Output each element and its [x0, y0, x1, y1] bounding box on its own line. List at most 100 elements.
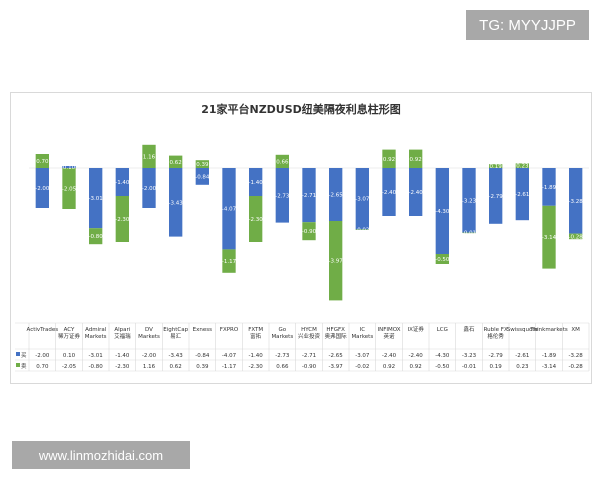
table-value-buy-18: -2.61	[515, 353, 529, 359]
bar-buy-0	[35, 168, 49, 208]
bar-sell-4	[142, 144, 156, 168]
bar-buy-20	[569, 168, 583, 234]
table-value-sell-15: -0.50	[435, 364, 450, 370]
bar-buy-15	[435, 168, 449, 254]
data-label-buy-4: -2.00	[142, 186, 157, 192]
table-value-buy-6: -0.84	[195, 353, 210, 359]
table-value-sell-3: -2.30	[115, 364, 130, 370]
data-label-sell-12: -0.02	[355, 228, 369, 234]
table-value-buy-8: -1.40	[249, 353, 264, 359]
legend-label-buy: 买	[21, 351, 27, 359]
table-value-sell-0: 0.70	[36, 364, 49, 370]
bar-sell-11	[329, 221, 343, 301]
table-value-buy-16: -3.23	[462, 353, 477, 359]
legend-swatch-buy	[16, 352, 20, 356]
category-label-18: Swissquote	[507, 327, 539, 333]
bar-sell-1	[62, 168, 76, 209]
bar-sell-6	[195, 160, 209, 168]
table-value-sell-5: 0.62	[170, 364, 182, 370]
table-value-buy-9: -2.73	[275, 353, 290, 359]
bar-buy-2	[89, 168, 103, 229]
table-value-buy-19: -1.89	[542, 353, 557, 359]
table-value-buy-20: -3.28	[569, 353, 584, 359]
table-value-buy-14: -2.40	[409, 353, 424, 359]
bar-sell-12	[355, 229, 369, 230]
legend-swatch-sell	[16, 363, 20, 367]
table-value-buy-13: -2.40	[382, 353, 397, 359]
bar-buy-5	[169, 168, 183, 237]
table-value-buy-10: -2.71	[302, 353, 316, 359]
bar-sell-20	[569, 233, 583, 240]
bar-buy-12	[355, 168, 369, 230]
data-label-sell-3: -2.30	[115, 217, 130, 223]
tg-watermark: TG: MYYJJPP	[466, 10, 589, 40]
bar-buy-11	[329, 168, 343, 221]
chart-title: 21家平台NZDUSD纽美隔夜利息柱形图	[201, 102, 401, 116]
category-label-19: Thinkmarkets	[529, 327, 568, 333]
data-label-buy-14: -2.40	[409, 190, 424, 196]
table-value-buy-2: -3.01	[89, 353, 103, 359]
bar-buy-10	[302, 168, 316, 223]
data-label-sell-7: -1.17	[222, 259, 237, 265]
data-label-sell-18: 0.23	[516, 164, 529, 170]
data-label-buy-18: -2.61	[515, 192, 529, 198]
table-value-buy-4: -2.00	[142, 353, 157, 359]
data-label-buy-17: -2.79	[489, 194, 504, 200]
bar-sell-0	[35, 154, 49, 168]
data-label-buy-2: -3.01	[89, 196, 103, 202]
data-label-buy-11: -2.65	[329, 193, 344, 199]
bar-sell-16	[462, 232, 476, 234]
bars-layer	[29, 144, 589, 301]
category-label-1: ACY 稀万证券	[58, 327, 81, 340]
bar-sell-9	[275, 154, 289, 168]
data-label-sell-19: -3.14	[542, 235, 557, 241]
bar-sell-8	[249, 196, 263, 242]
bar-sell-5	[169, 155, 183, 168]
legend-label-sell: 卖	[21, 363, 27, 370]
chart-container: 21家平台NZDUSD纽美隔夜利息柱形图 -2.00 0.70 0.10 -2.05-…	[10, 92, 592, 384]
table-value-buy-17: -2.79	[489, 353, 504, 359]
data-label-sell-17: 0.19	[490, 164, 503, 170]
bar-buy-13	[382, 168, 396, 216]
bar-buy-8	[249, 168, 263, 196]
table-value-sell-16: -0.01	[462, 364, 476, 370]
table-value-buy-12: -3.07	[355, 353, 370, 359]
data-label-buy-12: -3.07	[355, 197, 370, 203]
category-label-15: LCG	[437, 327, 448, 333]
table-value-sell-17: 0.19	[490, 364, 503, 370]
table-value-sell-12: -0.02	[355, 364, 369, 370]
category-label-13: INFIMOX 英诺	[377, 327, 400, 340]
table-value-buy-0: -2.00	[35, 353, 50, 359]
bar-buy-3	[115, 168, 129, 196]
table-value-sell-19: -3.14	[542, 364, 557, 370]
bar-buy-14	[409, 168, 423, 216]
bar-sell-15	[435, 254, 449, 264]
bar-sell-19	[542, 205, 556, 269]
bar-buy-19	[542, 168, 556, 206]
bar-buy-16	[462, 168, 476, 233]
bar-sell-2	[89, 228, 103, 245]
data-label-buy-3: -1.40	[115, 180, 130, 186]
table-value-buy-11: -2.65	[329, 353, 344, 359]
table-value-buy-15: -4.30	[435, 353, 450, 359]
data-label-buy-6: -0.84	[195, 174, 210, 180]
bar-sell-17	[489, 164, 503, 168]
data-label-buy-5: -3.43	[169, 200, 184, 206]
data-label-sell-14: 0.92	[410, 157, 422, 163]
data-label-sell-0: 0.70	[36, 159, 49, 165]
category-label-5: EightCap 易汇	[163, 327, 188, 340]
bar-buy-17	[489, 168, 503, 224]
table-value-sell-20: -0.28	[569, 364, 584, 370]
category-label-7: FXPRO	[220, 327, 239, 333]
table-value-buy-1: 0.10	[63, 353, 76, 359]
data-label-buy-7: -4.07	[222, 207, 237, 213]
category-label-0: ActivTrades	[27, 327, 59, 333]
data-labels-layer: -2.00 0.70 0.10 -2.05 -3.01 -0.80 -1.40 -2.30 -2…	[35, 154, 583, 265]
table-value-sell-14: 0.92	[410, 364, 422, 370]
table-value-sell-4: 1.16	[143, 364, 156, 370]
data-label-buy-16: -3.23	[462, 198, 477, 204]
data-label-sell-9: 0.66	[276, 159, 289, 165]
data-label-sell-5: 0.62	[170, 160, 182, 166]
category-label-3: Alpari 艾福瑞	[114, 327, 131, 340]
category-label-14: IX证券	[407, 325, 424, 333]
